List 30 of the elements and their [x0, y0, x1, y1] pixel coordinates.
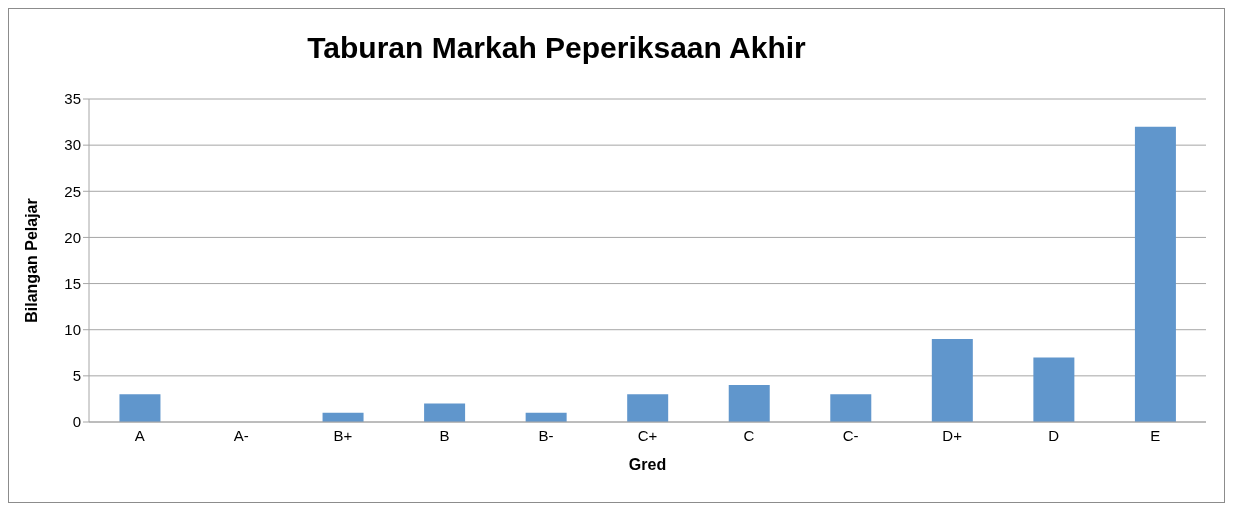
bar: [424, 403, 466, 422]
y-tick-label: 15: [64, 274, 81, 292]
x-tick-label: A-: [233, 426, 249, 444]
y-tick-label: 5: [72, 367, 81, 385]
y-tick-label: 0: [72, 413, 81, 431]
x-tick-label: E: [1150, 426, 1161, 444]
x-tick-label: B-: [538, 426, 554, 444]
y-axis-title: Bilangan Pelajar: [22, 198, 40, 323]
bar: [627, 394, 669, 422]
bar: [1134, 126, 1176, 422]
bar: [119, 394, 161, 422]
bar: [830, 394, 872, 422]
x-tick-label: B: [439, 426, 450, 444]
chart-title: Taburan Markah Peperiksaan Akhir: [306, 31, 807, 65]
bar: [931, 338, 973, 422]
x-tick-label: C+: [637, 426, 658, 444]
x-tick-label: B+: [333, 426, 353, 444]
x-tick-label: D: [1048, 426, 1060, 444]
x-tick-label: C-: [842, 426, 859, 444]
x-axis-title: Gred: [628, 456, 667, 473]
x-tick-label: A: [134, 426, 145, 444]
bar: [728, 385, 770, 422]
x-tick-label: D+: [942, 426, 963, 444]
y-tick-label: 10: [64, 321, 81, 339]
y-tick-label: 25: [64, 182, 81, 200]
y-tick-label: 35: [64, 90, 81, 108]
y-tick-label: 30: [64, 136, 81, 154]
x-tick-label: C: [743, 426, 755, 444]
y-tick-label: 20: [64, 228, 81, 246]
bar: [1033, 357, 1075, 422]
